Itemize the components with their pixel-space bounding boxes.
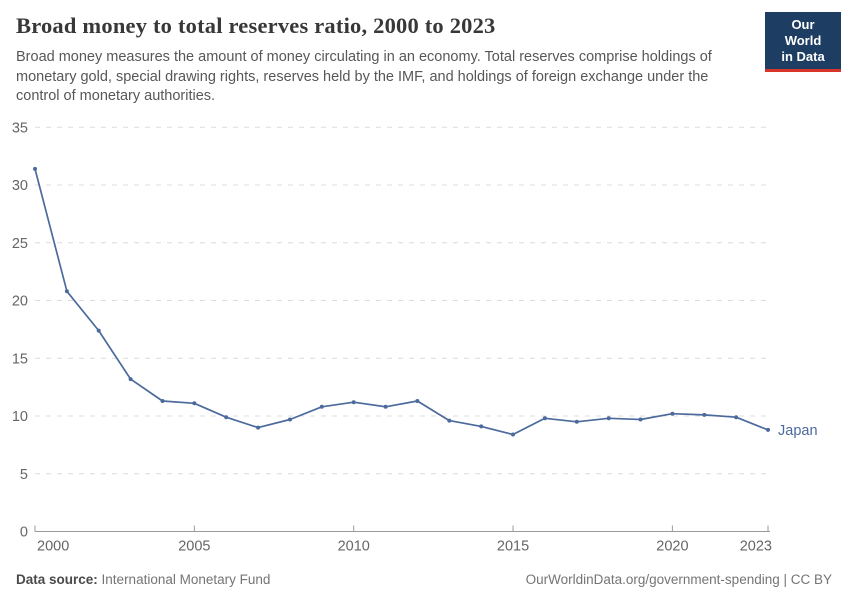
japan-data-point[interactable] (702, 412, 707, 417)
owid-logo[interactable]: Our World in Data (765, 12, 841, 72)
japan-data-point[interactable] (256, 425, 261, 430)
y-axis-tick-label: 35 (12, 120, 28, 136)
japan-data-point[interactable] (542, 416, 547, 421)
japan-data-point[interactable] (288, 417, 292, 422)
chart-subtitle: Broad money measures the amount of money… (16, 49, 712, 105)
y-axis-tick-label: 25 (12, 236, 28, 252)
y-axis-tick-label: 5 (20, 467, 28, 483)
footer-datasource-label: Data source: (16, 572, 98, 587)
x-axis-tick-label: 2015 (497, 539, 529, 555)
y-axis-tick-label: 30 (12, 178, 28, 194)
japan-data-point[interactable] (670, 411, 675, 416)
japan-data-point[interactable] (574, 419, 579, 424)
japan-data-point[interactable] (64, 289, 69, 294)
owid-logo-line2: in Data (781, 48, 825, 64)
chart-title: Broad money to total reserves ratio, 200… (16, 13, 496, 38)
japan-data-point[interactable] (606, 416, 611, 421)
japan-data-point[interactable] (479, 424, 484, 429)
japan-data-point[interactable] (128, 377, 133, 382)
japan-data-point[interactable] (383, 404, 388, 409)
japan-data-point[interactable] (766, 427, 770, 432)
y-axis-tick-label: 20 (12, 294, 28, 310)
x-axis-tick-label: 2010 (338, 539, 370, 555)
japan-data-point[interactable] (447, 418, 452, 423)
japan-series-label[interactable]: Japan (778, 423, 818, 439)
y-axis-tick-label: 10 (12, 409, 28, 425)
japan-data-point[interactable] (96, 328, 101, 333)
japan-data-point[interactable] (192, 401, 197, 406)
japan-series-line[interactable] (34, 168, 769, 436)
chart-footer: Data source: International Monetary Fund… (16, 572, 832, 587)
japan-data-point[interactable] (734, 415, 739, 420)
x-axis-tick-label: 2005 (178, 539, 210, 555)
japan-data-point[interactable] (160, 399, 165, 403)
japan-data-point[interactable] (33, 166, 37, 171)
x-axis-tick-label: 2020 (656, 539, 688, 555)
x-axis-tick-label: 2000 (37, 539, 69, 555)
y-axis-tick-label: 15 (12, 351, 28, 367)
chart-header: Broad money to total reserves ratio, 200… (16, 13, 760, 107)
japan-data-point[interactable] (415, 399, 420, 403)
japan-data-point[interactable] (351, 400, 356, 405)
japan-data-point[interactable] (319, 404, 324, 409)
footer-datasource-value: International Monetary Fund (101, 572, 271, 587)
japan-data-point[interactable] (224, 415, 229, 420)
owid-logo-line1: Our World (784, 17, 822, 48)
footer-datasource: Data source: International Monetary Fund (16, 572, 270, 587)
japan-data-point[interactable] (511, 432, 515, 437)
footer-credit-link[interactable]: OurWorldinData.org/government-spending |… (525, 572, 832, 587)
x-axis-tick-label: 2023 (740, 539, 772, 555)
japan-data-point[interactable] (638, 417, 643, 422)
y-axis-tick-label: 0 (20, 525, 28, 541)
